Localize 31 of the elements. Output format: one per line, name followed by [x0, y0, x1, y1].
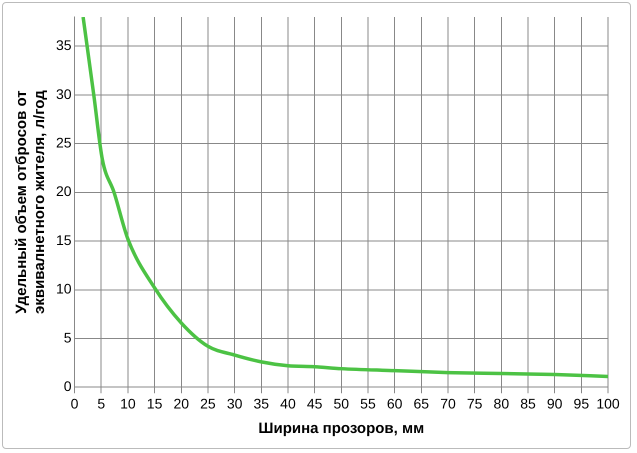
x-tick-label: 85: [520, 395, 536, 412]
x-tick-label: 5: [97, 395, 106, 412]
x-tick-label: 30: [226, 395, 243, 412]
x-tick-label: 80: [494, 395, 510, 412]
x-tick-label: 35: [253, 395, 270, 412]
line-series: [81, 17, 608, 378]
y-tick-label: 0: [64, 378, 72, 394]
x-tick-label: 25: [200, 395, 216, 412]
y-tick-label: 10: [56, 280, 72, 297]
x-tick-label: 50: [333, 395, 350, 412]
x-tick-label: 10: [120, 395, 136, 412]
y-tick-label: 5: [64, 329, 72, 346]
x-axis-title: Ширина прозоров, мм: [258, 420, 424, 438]
x-tick-label: 20: [173, 395, 190, 412]
y-tick-label: 35: [56, 37, 72, 54]
x-tick-label: 100: [596, 395, 620, 412]
x-tick-label: 60: [386, 395, 403, 412]
x-tick-label: 55: [360, 395, 376, 412]
x-tick-label: 40: [280, 395, 296, 412]
x-tick-label: 75: [466, 395, 483, 412]
y-axis-title: Удельный объем отбросов от эквивалнетного жителя, л/год: [13, 90, 48, 314]
x-tick-label: 90: [546, 395, 563, 412]
y-tick-label: 20: [56, 183, 72, 200]
y-tick-label: 15: [56, 232, 72, 248]
x-tick-label: 15: [146, 395, 163, 412]
x-tick-label: 65: [414, 395, 430, 412]
y-tick-label: 30: [56, 86, 72, 102]
x-tick-label: 45: [306, 395, 323, 412]
x-tick-label: 95: [574, 395, 590, 412]
y-tick-label: 25: [56, 134, 72, 151]
x-tick-label: 70: [440, 395, 456, 412]
